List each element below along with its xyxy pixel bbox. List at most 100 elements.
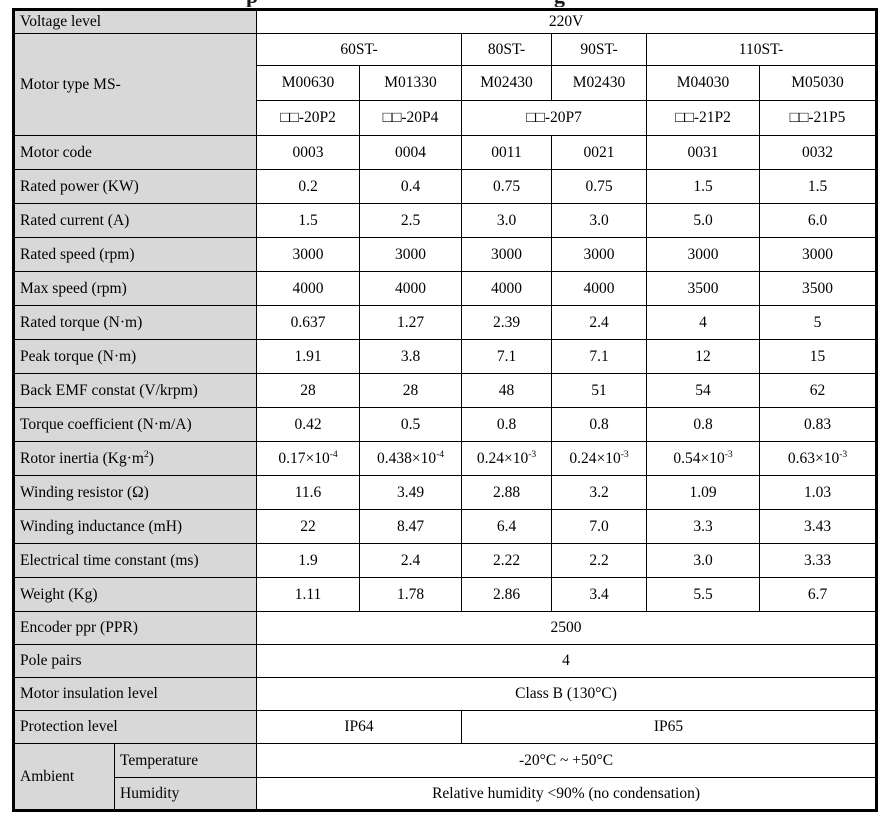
- cell-value: 0.8: [551, 407, 648, 442]
- cell-value: 3.33: [759, 543, 878, 578]
- cell-value: 2.4: [359, 543, 463, 578]
- cell-value: 3.43: [759, 509, 878, 544]
- cropped-title-fragment: p: [246, 0, 258, 7]
- cell-value: □□-20P7: [461, 100, 648, 136]
- row-label: Torque coefficient (N·m/A): [12, 407, 258, 442]
- cell-value: 2500: [256, 611, 878, 645]
- cell-value: IP65: [461, 710, 878, 744]
- cell-value: 11.6: [256, 475, 361, 510]
- cell-value: 3000: [461, 237, 553, 272]
- cell-value: 3.2: [551, 475, 648, 510]
- cell-value: IP64: [256, 710, 463, 744]
- row-label: Temperature: [113, 743, 258, 778]
- cell-value: 22: [256, 509, 361, 544]
- cell-value: 80ST-: [461, 33, 553, 66]
- cell-value: 4: [646, 305, 761, 340]
- cell-value: 15: [759, 339, 878, 374]
- cell-value: 0.54×10-3: [646, 441, 761, 476]
- row-label: Max speed (rpm): [12, 271, 258, 306]
- cell-value: 0.8: [461, 407, 553, 442]
- cell-value: 5: [759, 305, 878, 340]
- cell-value: 28: [359, 373, 463, 408]
- row-label: Back EMF constat (V/krpm): [12, 373, 258, 408]
- cropped-title: pg: [0, 0, 891, 7]
- cell-value: 5.5: [646, 577, 761, 612]
- cell-value: 7.1: [551, 339, 648, 374]
- row-label: Humidity: [113, 777, 258, 811]
- cell-value: 3.49: [359, 475, 463, 510]
- cell-value: 12: [646, 339, 761, 374]
- table-row-back-emf-constant: Back EMF constat (V/krpm) 28 28 48 51 54 62: [12, 373, 878, 408]
- cell-value: 0.4: [359, 169, 463, 204]
- table-row-rated-speed: Rated speed (rpm) 3000 3000 3000 3000 3000 300…: [12, 237, 878, 272]
- cell-value: 1.5: [256, 203, 361, 238]
- cell-value: 0032: [759, 135, 878, 170]
- cell-value: 2.88: [461, 475, 553, 510]
- cell-value: 60ST-: [256, 33, 463, 66]
- cell-value: 3.3: [646, 509, 761, 544]
- cell-value: Relative humidity <90% (no condensation): [256, 777, 878, 811]
- table-row-pole-pairs: Pole pairs 4: [12, 644, 878, 678]
- cell-value: 6.4: [461, 509, 553, 544]
- cell-value: 62: [759, 373, 878, 408]
- cell-value: 4000: [256, 271, 361, 306]
- cell-value: 3.0: [646, 543, 761, 578]
- cell-value: 2.5: [359, 203, 463, 238]
- cell-value: □□-21P5: [759, 100, 878, 136]
- cell-value: 0.17×10-4: [256, 441, 361, 476]
- cell-value: 0.2: [256, 169, 361, 204]
- table-row-motor-type-series: Motor type MS- 60ST- 80ST- 90ST- 110ST-: [12, 33, 878, 136]
- cell-value: 6.7: [759, 577, 878, 612]
- cell-value: □□-20P4: [359, 100, 463, 136]
- cell-value: 220V: [256, 9, 878, 34]
- cell-value: 0031: [646, 135, 761, 170]
- cell-value: 5.0: [646, 203, 761, 238]
- cell-value: M02430: [461, 65, 553, 101]
- table-row-motor-type-drive: □□-20P2 □□-20P4 □□-20P7 □□-21P2 □□-21P5: [14, 100, 878, 136]
- cell-value: 2.2: [551, 543, 648, 578]
- cell-value: 1.03: [759, 475, 878, 510]
- cell-value: -20°C ~ +50°C: [256, 743, 878, 778]
- cell-value: 0.8: [646, 407, 761, 442]
- cell-value: 2.22: [461, 543, 553, 578]
- cell-value: 4: [256, 644, 878, 678]
- cell-value: 4000: [461, 271, 553, 306]
- cell-value: 3000: [256, 237, 361, 272]
- cell-value: 4000: [551, 271, 648, 306]
- cell-value: □□-20P2: [256, 100, 361, 136]
- cell-value: Class B (130°C): [256, 677, 878, 711]
- cell-value: 48: [461, 373, 553, 408]
- table-row-voltage-level: Voltage level 220V: [12, 9, 878, 34]
- cell-value: 3.0: [461, 203, 553, 238]
- row-label: Weight (Kg): [12, 577, 258, 612]
- cell-value: 3000: [359, 237, 463, 272]
- motor-spec-table: Voltage level 220V Motor type MS- 60ST- 80ST…: [12, 8, 879, 812]
- cell-value: 0003: [256, 135, 361, 170]
- cell-value: 0.75: [461, 169, 553, 204]
- row-label: Winding inductance (mH): [12, 509, 258, 544]
- cell-value: 0.5: [359, 407, 463, 442]
- row-label: Rotor inertia (Kg·m2): [12, 441, 258, 476]
- cell-value: 3000: [551, 237, 648, 272]
- cell-value: □□-21P2: [646, 100, 761, 136]
- table-row-rated-current: Rated current (A) 1.5 2.5 3.0 3.0 5.0 6.0: [12, 203, 878, 238]
- cell-value: 0.637: [256, 305, 361, 340]
- cell-value: 1.5: [759, 169, 878, 204]
- cell-value: 6.0: [759, 203, 878, 238]
- row-label: Rated speed (rpm): [12, 237, 258, 272]
- table-row-torque-coefficient: Torque coefficient (N·m/A) 0.42 0.5 0.8 0.8 0…: [12, 407, 878, 442]
- cell-value: 1.27: [359, 305, 463, 340]
- cell-value: 3.4: [551, 577, 648, 612]
- table-row-winding-inductance: Winding inductance (mH) 22 8.47 6.4 7.0 3.3 3.…: [12, 509, 878, 544]
- cell-value: 3000: [646, 237, 761, 272]
- row-label: Rated current (A): [12, 203, 258, 238]
- cell-value: 3500: [759, 271, 878, 306]
- table-row-peak-torque: Peak torque (N·m) 1.91 3.8 7.1 7.1 12 15: [12, 339, 878, 374]
- cell-value: 110ST-: [646, 33, 878, 66]
- table-row-rated-torque: Rated torque (N·m) 0.637 1.27 2.39 2.4 4 5: [12, 305, 878, 340]
- cell-value: 1.09: [646, 475, 761, 510]
- cell-value: 54: [646, 373, 761, 408]
- cell-value: 0011: [461, 135, 553, 170]
- cell-value: 3500: [646, 271, 761, 306]
